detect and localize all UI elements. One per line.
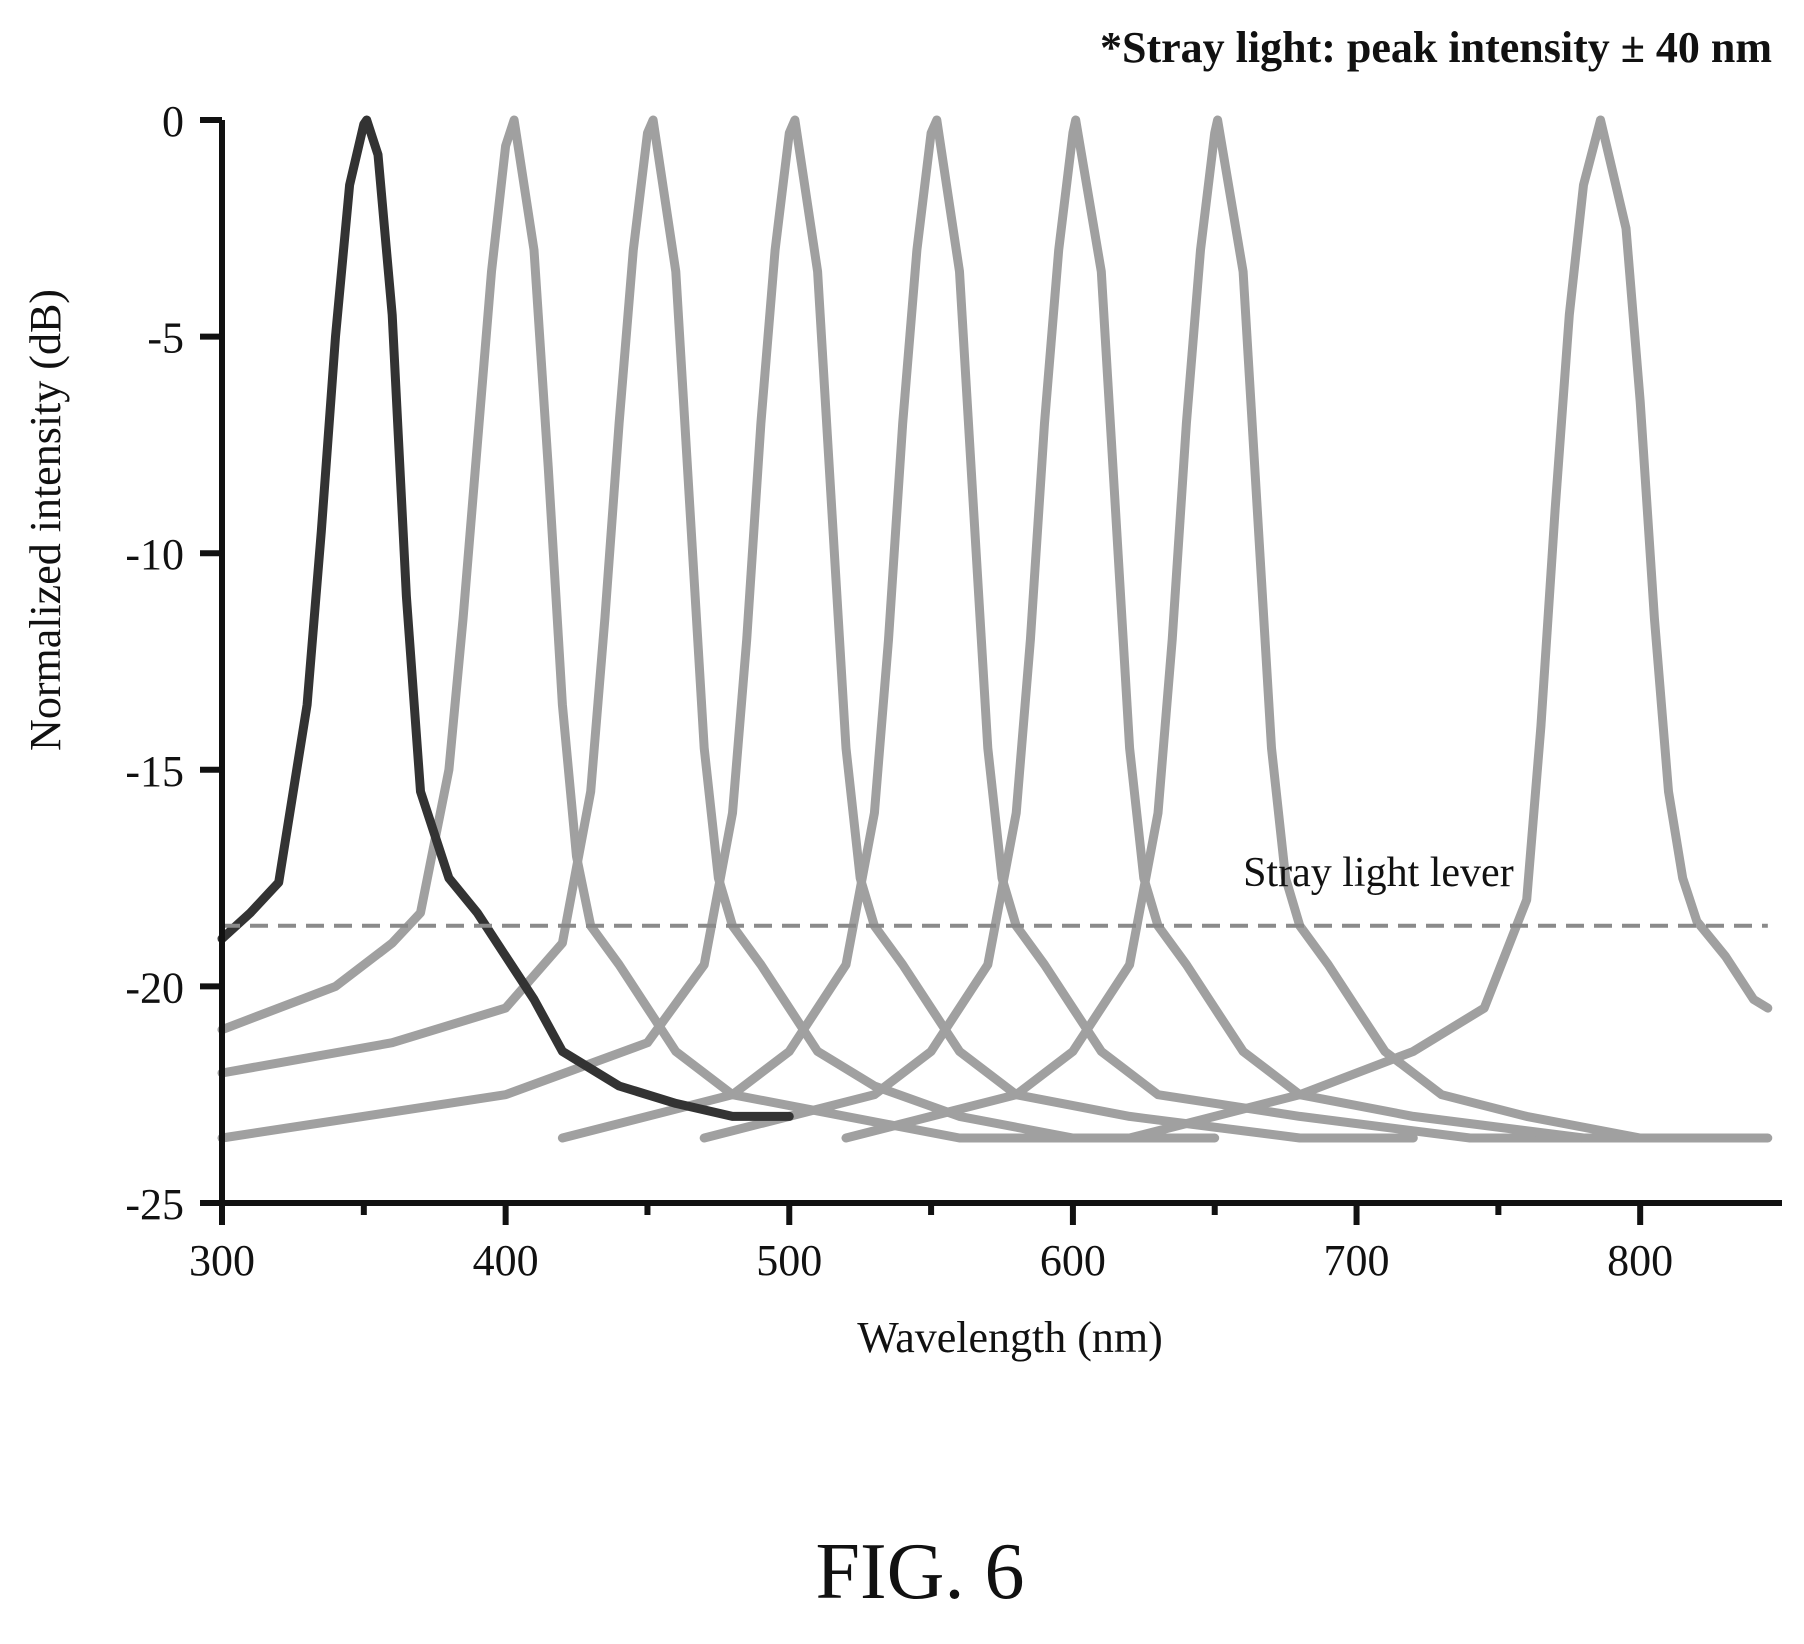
y-tick-label: -25 xyxy=(125,1180,184,1229)
y-axis-title: Normalized intensity (dB) xyxy=(21,289,70,751)
y-tick-label: -20 xyxy=(125,963,184,1012)
spectrum-line-502nm xyxy=(217,115,1418,1143)
x-tick-label: 300 xyxy=(189,1236,255,1285)
stray-light-layer: Stray light lever xyxy=(222,850,1768,928)
stray-light-note: *Stray light: peak intensity ± 40 nm xyxy=(1100,23,1772,72)
spectrum-line-651nm xyxy=(841,115,1773,1143)
spectrum-line-452nm xyxy=(217,115,1220,1143)
spectrum-line-552nm xyxy=(557,115,1588,1143)
y-tick-label: -15 xyxy=(125,747,184,796)
spectrum-line-351nm xyxy=(217,115,794,1121)
spectrum-line-403nm xyxy=(217,115,1078,1143)
y-tick-label: -10 xyxy=(125,530,184,579)
spectrum-line-786nm xyxy=(1125,115,1773,1143)
y-tick-label: 0 xyxy=(162,97,184,146)
y-tick-label: -5 xyxy=(147,314,184,363)
x-tick-label: 700 xyxy=(1324,1236,1390,1285)
series-layer xyxy=(217,115,1773,1143)
x-tick-label: 800 xyxy=(1607,1236,1673,1285)
x-tick-label: 500 xyxy=(756,1236,822,1285)
stray-light-label: Stray light lever xyxy=(1243,850,1514,896)
spectrum-line-601nm xyxy=(699,115,1730,1143)
x-tick-label: 600 xyxy=(1040,1236,1106,1285)
figure-label: FIG. 6 xyxy=(816,1528,1025,1616)
x-tick-label: 400 xyxy=(473,1236,539,1285)
x-axis-title: Wavelength (nm) xyxy=(857,1313,1163,1362)
